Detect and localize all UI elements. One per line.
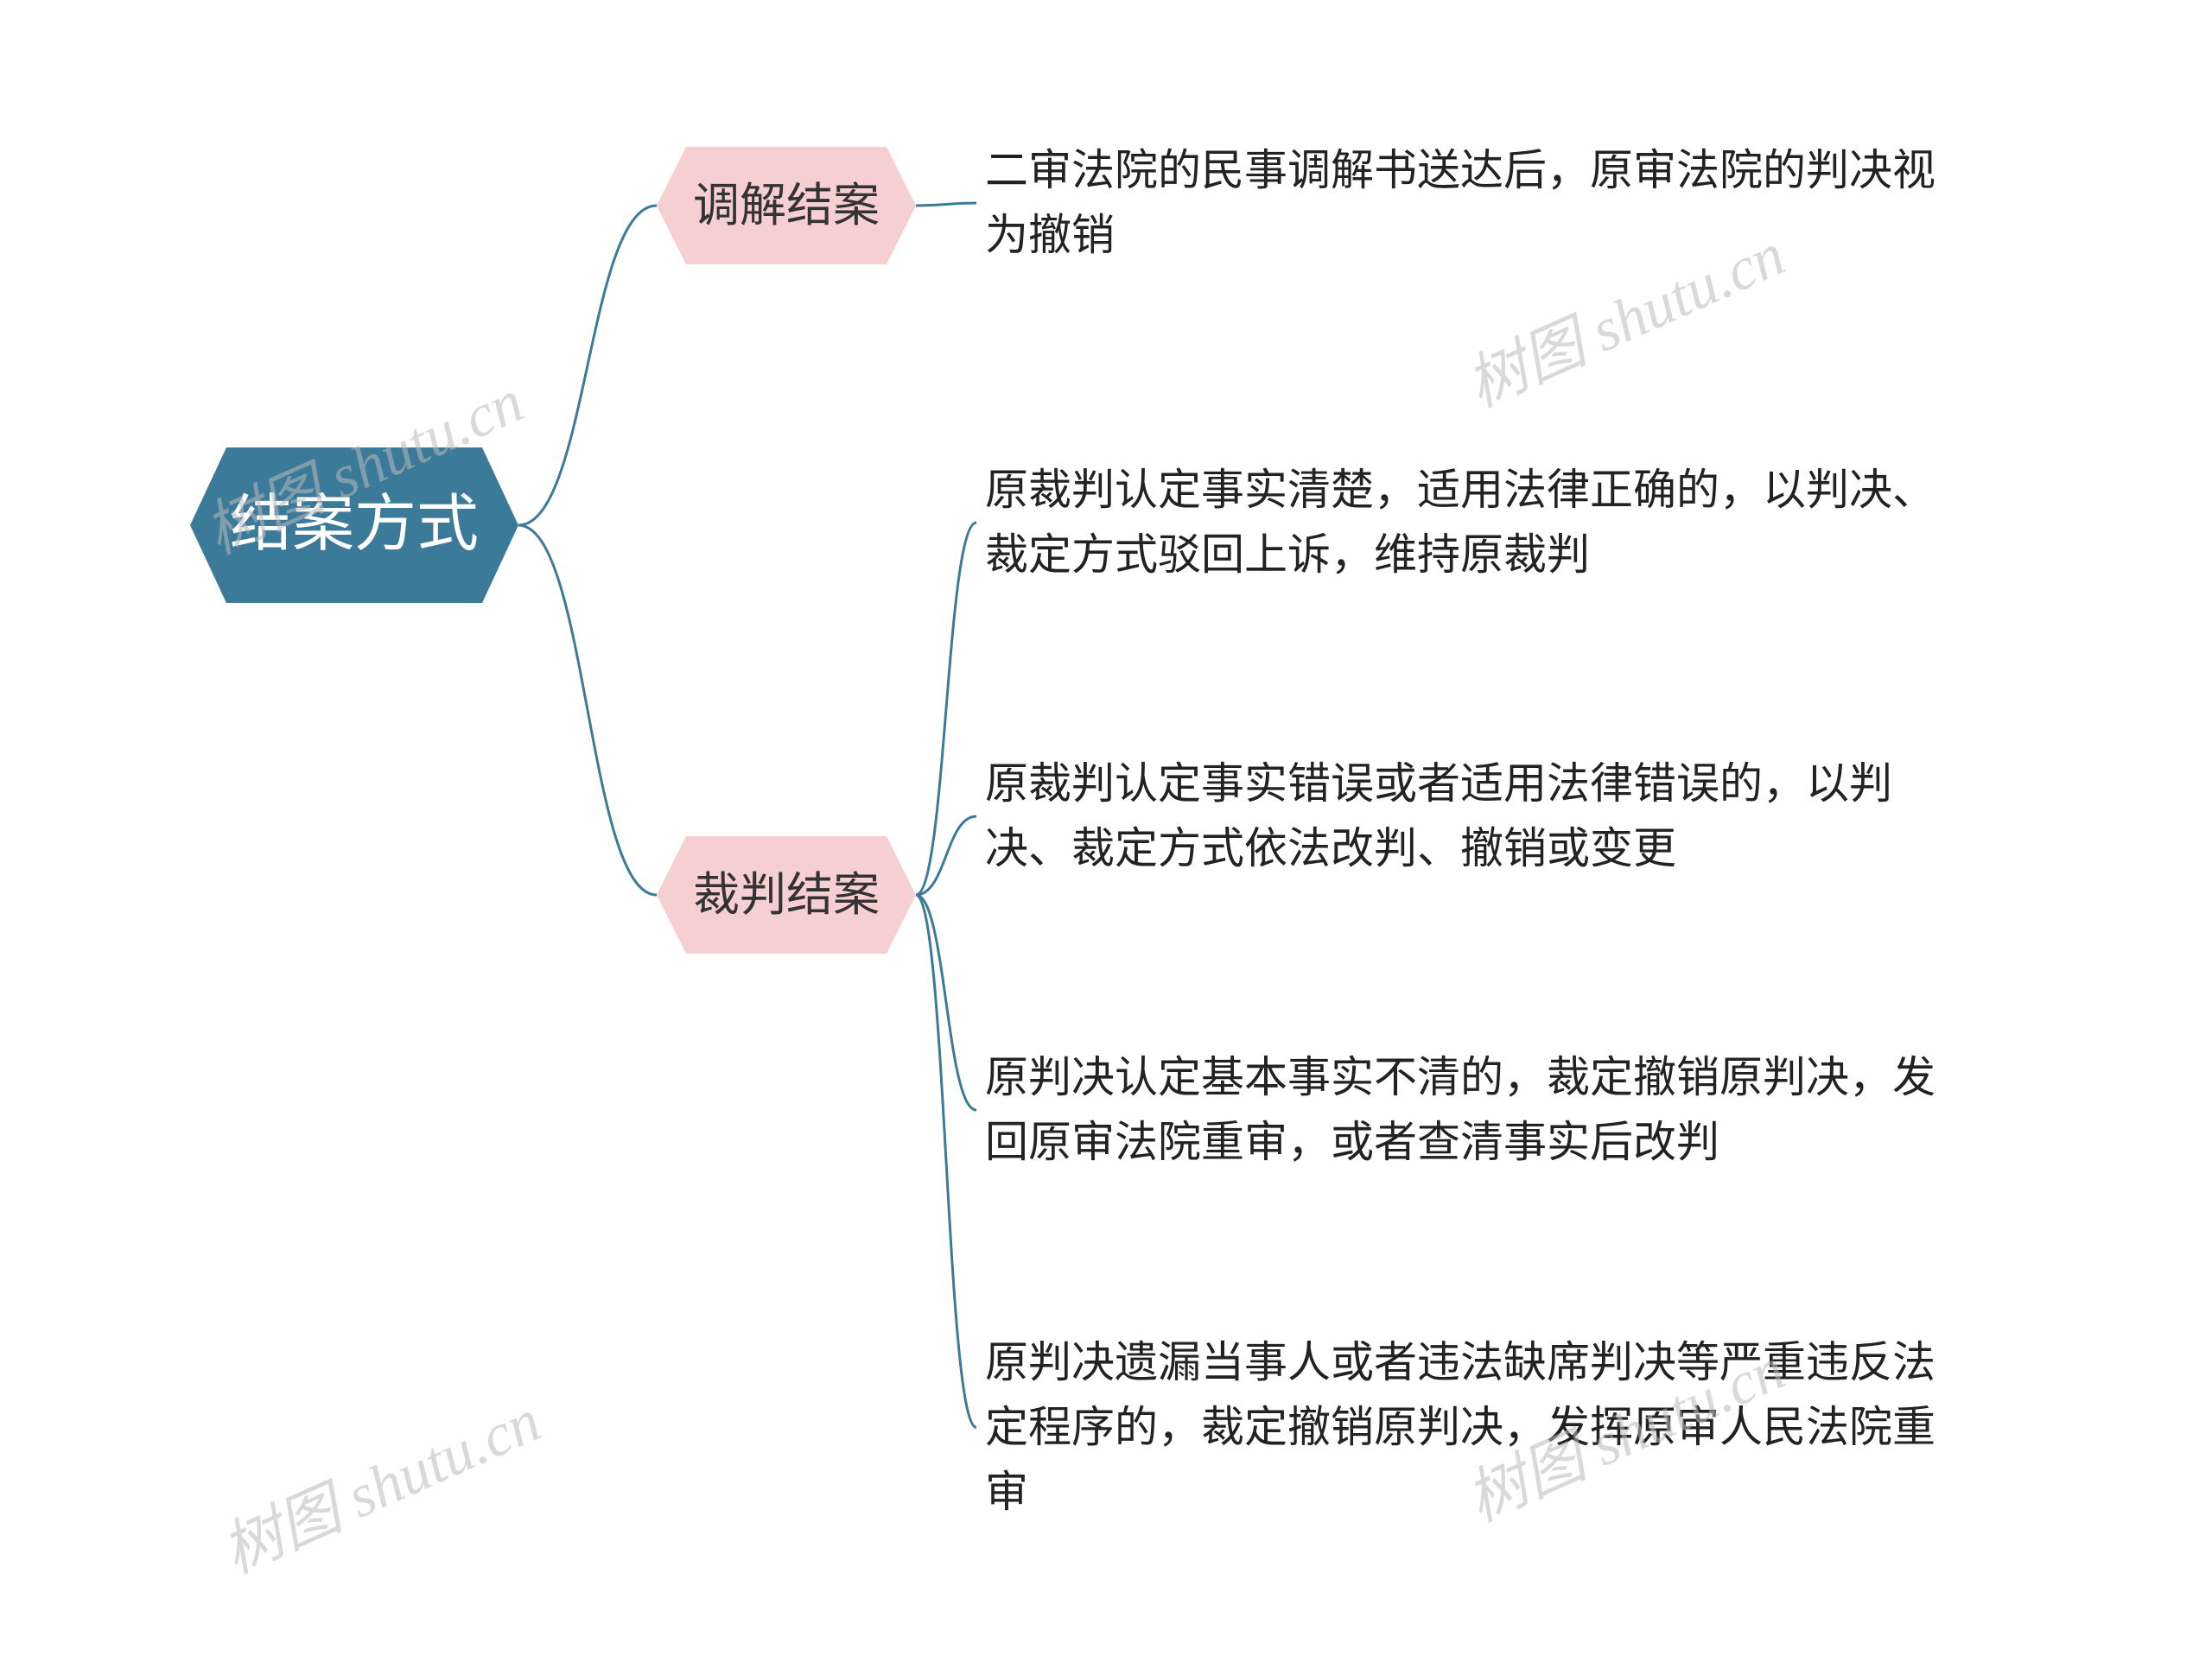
leaf-text: 原判决遗漏当事人或者违法缺席判决等严重违反法定程序的，裁定撤销原判决，发挥原审人… (985, 1330, 1936, 1525)
branch-node-label: 裁判结案 (657, 836, 916, 954)
leaf-text: 二审法院的民事调解书送达后，原审法院的判决视为撤销 (985, 138, 1936, 268)
leaf-text: 原判决认定基本事实不清的，裁定撤销原判决，发回原审法院重审，或者查清事实后改判 (985, 1045, 1936, 1175)
leaf-text: 原裁判认定事实错误或者适用法律错误的，以判决、裁定方式依法改判、撤销或变更 (985, 752, 1936, 881)
branch-node-label: 调解结案 (657, 147, 916, 264)
leaf-text: 原裁判认定事实清楚，适用法律正确的，以判决、裁定方式驳回上诉，维持原裁判 (985, 458, 1936, 587)
root-node-label: 结案方式 (190, 447, 518, 603)
watermark: 树图 shutu.cn (207, 1373, 552, 1590)
mindmap-canvas: 结案方式 调解结案裁判结案 二审法院的民事调解书送达后，原审法院的判决视为撤销原… (0, 0, 2212, 1662)
